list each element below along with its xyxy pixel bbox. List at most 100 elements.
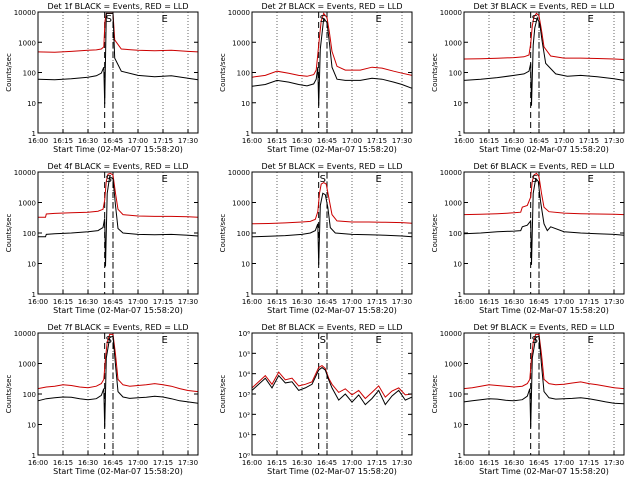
panel-title: Det 5f BLACK = Events, RED = LLD <box>261 162 402 171</box>
x-tick-label: 16:00 <box>454 137 474 145</box>
y-tick-label: 10⁴ <box>238 371 250 379</box>
y-tick-label: 10 <box>453 261 462 269</box>
marker-e: E <box>588 174 594 185</box>
x-tick-label: 17:00 <box>128 459 148 467</box>
x-tick-label: 17:15 <box>367 137 387 145</box>
x-tick-label: 16:45 <box>317 298 337 306</box>
y-axis-label: Counts/sec <box>5 214 13 253</box>
x-tick-label: 16:30 <box>292 298 312 306</box>
marker-s: S <box>320 14 326 25</box>
panel-det-2: Det 2f BLACK = Events, RED = LLD S E 1 10 100… <box>219 2 413 154</box>
y-tick-label: 10000 <box>228 9 250 17</box>
x-tick-label: 17:00 <box>342 298 362 306</box>
x-axis-label: Start Time (02-Mar-07 15:58:20) <box>267 306 397 315</box>
x-axis-label: Start Time (02-Mar-07 15:58:20) <box>53 145 183 154</box>
y-tick-label: 1000 <box>232 200 250 208</box>
y-tick-label: 1 <box>458 130 462 138</box>
plot-frame <box>463 11 625 134</box>
marker-e: E <box>162 335 168 346</box>
series-lld-line <box>463 12 625 60</box>
y-tick-label: 100 <box>237 70 250 78</box>
x-axis-label: Start Time (02-Mar-07 15:58:20) <box>479 145 609 154</box>
x-tick-label: 17:30 <box>392 459 412 467</box>
y-tick-label: 1000 <box>444 39 462 47</box>
x-tick-label: 17:00 <box>342 459 362 467</box>
y-tick-label: 10000 <box>14 9 36 17</box>
y-tick-label: 10⁰ <box>238 452 250 460</box>
marker-e: E <box>376 14 382 25</box>
y-axis-label: Counts/sec <box>5 375 13 414</box>
y-tick-label: 10 <box>241 261 250 269</box>
x-axis-label: Start Time (02-Mar-07 15:58:20) <box>479 306 609 315</box>
x-tick-label: 16:45 <box>529 137 549 145</box>
x-tick-label: 17:30 <box>392 298 412 306</box>
series-events-line <box>251 17 413 106</box>
y-tick-label: 10000 <box>14 169 36 177</box>
y-axis-label: Counts/sec <box>219 53 227 92</box>
y-tick-label: 1 <box>246 291 250 299</box>
y-tick-label: 10 <box>453 100 462 108</box>
x-tick-label: 16:30 <box>504 137 524 145</box>
y-tick-label: 100 <box>237 230 250 238</box>
marker-s: S <box>532 174 538 185</box>
panel-det-1: Det 1f BLACK = Events, RED = LLD S E 1 10 100… <box>5 2 199 154</box>
y-axis-label: Counts/sec <box>219 375 227 414</box>
x-axis-label: Start Time (02-Mar-07 15:58:20) <box>53 306 183 315</box>
panel-det-9: Det 9f BLACK = Events, RED = LLD S E 1 10 100… <box>431 323 625 476</box>
panel-det-4: Det 4f BLACK = Events, RED = LLD S E 1 10 100… <box>5 162 199 315</box>
plot-frame <box>251 11 413 134</box>
x-axis-label: Start Time (02-Mar-07 15:58:20) <box>267 467 397 476</box>
panel-title: Det 8f BLACK = Events, RED = LLD <box>261 323 402 332</box>
y-tick-label: 10 <box>453 422 462 430</box>
panel-title: Det 2f BLACK = Events, RED = LLD <box>261 2 402 11</box>
x-tick-label: 16:30 <box>504 298 524 306</box>
y-tick-label: 1 <box>246 130 250 138</box>
y-tick-label: 10000 <box>440 9 462 17</box>
x-tick-label: 17:30 <box>178 137 198 145</box>
x-tick-label: 16:30 <box>78 459 98 467</box>
y-tick-label: 1 <box>32 291 36 299</box>
marker-s: S <box>106 335 112 346</box>
x-tick-label: 17:15 <box>153 298 173 306</box>
x-tick-label: 16:45 <box>103 459 123 467</box>
x-tick-label: 16:15 <box>267 298 287 306</box>
marker-e: E <box>376 174 382 185</box>
x-tick-label: 16:45 <box>103 298 123 306</box>
x-tick-label: 17:15 <box>367 459 387 467</box>
y-tick-label: 1000 <box>444 200 462 208</box>
y-axis-label: Counts/sec <box>431 214 439 253</box>
plot-frame <box>463 171 625 295</box>
plot-frame <box>37 332 199 456</box>
marker-s: S <box>106 14 112 25</box>
x-tick-label: 16:15 <box>479 137 499 145</box>
panel-det-5: Det 5f BLACK = Events, RED = LLD S E 1 10 100… <box>219 162 413 315</box>
y-tick-label: 1000 <box>444 361 462 369</box>
x-tick-label: 16:30 <box>78 298 98 306</box>
marker-e: E <box>162 14 168 25</box>
marker-e: E <box>162 174 168 185</box>
y-tick-label: 10¹ <box>238 432 250 440</box>
x-tick-label: 16:30 <box>504 459 524 467</box>
plot-frame <box>37 11 199 134</box>
y-tick-label: 10 <box>27 100 36 108</box>
panel-title: Det 3f BLACK = Events, RED = LLD <box>473 2 614 11</box>
y-tick-label: 10² <box>238 411 250 419</box>
x-tick-label: 17:30 <box>604 459 624 467</box>
y-axis-label: Counts/sec <box>5 53 13 92</box>
x-tick-label: 16:15 <box>479 459 499 467</box>
y-axis-label: Counts/sec <box>431 53 439 92</box>
y-tick-label: 100 <box>449 70 462 78</box>
series-events-line <box>37 12 199 105</box>
x-tick-label: 17:15 <box>153 137 173 145</box>
x-axis-label: Start Time (02-Mar-07 15:58:20) <box>53 467 183 476</box>
y-tick-label: 1 <box>32 452 36 460</box>
panel-title: Det 9f BLACK = Events, RED = LLD <box>473 323 614 332</box>
y-tick-label: 100 <box>23 70 36 78</box>
x-tick-label: 16:30 <box>78 137 98 145</box>
y-tick-label: 100 <box>23 230 36 238</box>
x-tick-label: 16:15 <box>53 137 73 145</box>
x-tick-label: 16:00 <box>28 137 48 145</box>
x-tick-label: 17:30 <box>392 137 412 145</box>
y-tick-label: 1000 <box>18 200 36 208</box>
